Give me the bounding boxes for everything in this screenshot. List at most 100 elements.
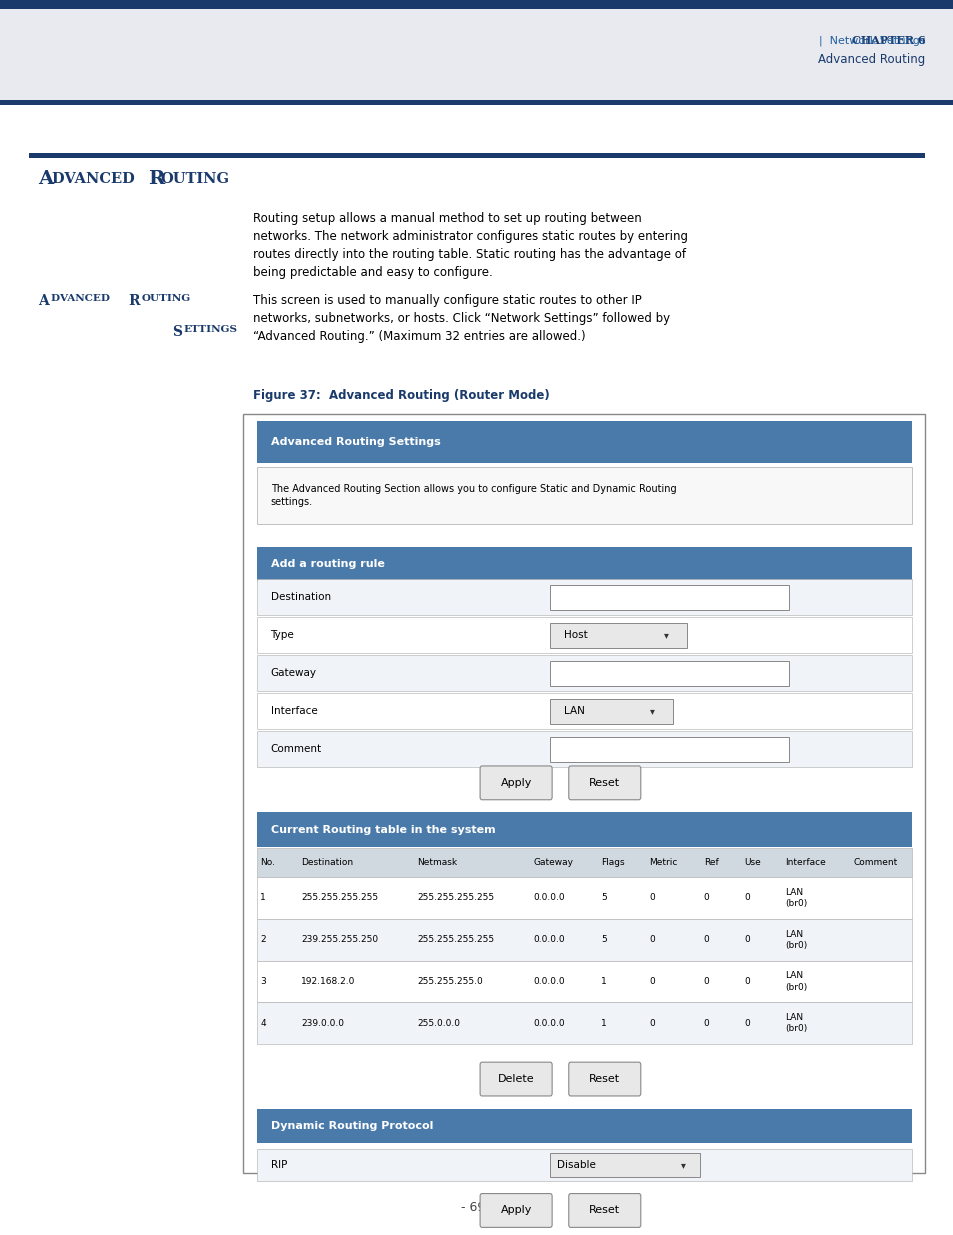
Bar [0, 0, 953, 9]
Text: LAN: LAN [563, 706, 584, 716]
Text: 0: 0 [648, 893, 654, 903]
Text: S: S [172, 325, 181, 338]
Text: 255.255.255.255: 255.255.255.255 [416, 935, 494, 945]
Text: 0: 0 [744, 977, 750, 986]
Bar [256, 579, 911, 615]
Bar [0, 100, 953, 105]
Text: Destination: Destination [301, 858, 353, 867]
Bar [256, 731, 911, 767]
FancyBboxPatch shape [479, 1193, 552, 1228]
Text: ▾: ▾ [649, 706, 655, 716]
Text: 0: 0 [703, 893, 709, 903]
Text: Comment: Comment [853, 858, 897, 867]
Bar [550, 699, 672, 724]
Bar [256, 693, 911, 729]
Text: 1: 1 [600, 1019, 606, 1028]
Text: 0: 0 [703, 1019, 709, 1028]
Text: The Advanced Routing Section allows you to configure Static and Dynamic Routing
: The Advanced Routing Section allows you … [271, 484, 676, 508]
FancyBboxPatch shape [479, 766, 552, 800]
Text: This screen is used to manually configure static routes to other IP
networks, su: This screen is used to manually configur… [253, 294, 669, 343]
FancyBboxPatch shape [568, 1062, 640, 1095]
Text: 239.0.0.0: 239.0.0.0 [301, 1019, 344, 1028]
Text: 0: 0 [744, 935, 750, 945]
Text: Disable: Disable [557, 1160, 596, 1170]
Text: 239.255.255.250: 239.255.255.250 [301, 935, 378, 945]
Text: 0: 0 [744, 893, 750, 903]
Text: Gateway: Gateway [533, 858, 573, 867]
Text: R: R [129, 294, 140, 308]
Text: 255.255.255.255: 255.255.255.255 [301, 893, 378, 903]
Text: Advanced Routing Settings: Advanced Routing Settings [271, 437, 440, 447]
Text: Host: Host [563, 630, 587, 640]
Bar [256, 813, 911, 847]
Text: Comment: Comment [271, 743, 321, 755]
Text: Dynamic Routing Protocol: Dynamic Routing Protocol [271, 1121, 433, 1131]
Text: DVANCED: DVANCED [51, 294, 113, 303]
Bar [0, 0, 953, 105]
Text: A: A [38, 294, 49, 308]
Text: Reset: Reset [589, 778, 619, 788]
Text: 5: 5 [600, 893, 606, 903]
Text: 5: 5 [600, 935, 606, 945]
Bar [256, 1149, 911, 1181]
Text: 255.255.255.255: 255.255.255.255 [416, 893, 494, 903]
Text: Metric: Metric [648, 858, 677, 867]
Text: Apply: Apply [500, 778, 531, 788]
Bar [550, 1152, 700, 1177]
Text: Flags: Flags [600, 858, 624, 867]
Text: 2: 2 [260, 935, 266, 945]
Text: OUTING: OUTING [160, 172, 229, 186]
Bar [550, 736, 788, 762]
Text: 0: 0 [703, 935, 709, 945]
Text: Apply: Apply [500, 1205, 531, 1215]
Text: Netmask: Netmask [416, 858, 456, 867]
Text: 1: 1 [260, 893, 266, 903]
Text: ▾: ▾ [663, 630, 668, 640]
Text: - 69 -: - 69 - [460, 1202, 493, 1214]
Text: Interface: Interface [271, 706, 317, 716]
Bar [550, 622, 686, 647]
Bar [256, 961, 911, 1003]
Text: Reset: Reset [589, 1205, 619, 1215]
Text: Interface: Interface [784, 858, 825, 867]
Text: Delete: Delete [497, 1074, 534, 1084]
Text: Advanced Routing: Advanced Routing [818, 53, 924, 65]
Bar [256, 919, 911, 961]
Text: 0.0.0.0: 0.0.0.0 [533, 893, 564, 903]
Text: Current Routing table in the system: Current Routing table in the system [271, 825, 495, 835]
Text: 0: 0 [703, 977, 709, 986]
Text: 0: 0 [648, 1019, 654, 1028]
Text: LAN
(br0): LAN (br0) [784, 972, 807, 992]
Bar [29, 153, 924, 158]
Text: RIP: RIP [271, 1160, 287, 1170]
Text: Reset: Reset [589, 1074, 619, 1084]
Text: Use: Use [744, 858, 760, 867]
FancyBboxPatch shape [568, 1193, 640, 1228]
Text: No.: No. [260, 858, 275, 867]
Bar [256, 877, 911, 919]
Text: Add a routing rule: Add a routing rule [271, 558, 384, 569]
Text: LAN
(br0): LAN (br0) [784, 930, 807, 950]
Text: DVANCED: DVANCED [52, 172, 140, 186]
Bar [256, 848, 911, 877]
Text: R: R [148, 170, 164, 188]
Bar [256, 421, 911, 463]
Text: 0.0.0.0: 0.0.0.0 [533, 1019, 564, 1028]
Text: 4: 4 [260, 1019, 266, 1028]
Bar [550, 584, 788, 610]
Text: 1: 1 [600, 977, 606, 986]
Text: 0: 0 [744, 1019, 750, 1028]
FancyBboxPatch shape [568, 766, 640, 800]
Text: 3: 3 [260, 977, 266, 986]
Bar [243, 414, 924, 1173]
Text: 255.255.255.0: 255.255.255.0 [416, 977, 482, 986]
Bar [256, 467, 911, 524]
Bar [256, 1003, 911, 1044]
Text: LAN
(br0): LAN (br0) [784, 1013, 807, 1034]
Text: CHAPTER 6: CHAPTER 6 [851, 36, 924, 46]
Bar [256, 656, 911, 690]
Text: Gateway: Gateway [271, 668, 316, 678]
Text: 0: 0 [648, 977, 654, 986]
Text: Destination: Destination [271, 592, 331, 603]
Text: OUTING: OUTING [141, 294, 191, 303]
